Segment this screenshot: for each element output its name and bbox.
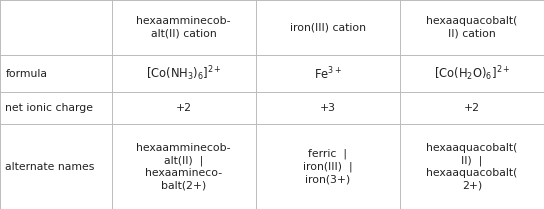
Text: alternate names: alternate names xyxy=(5,162,95,172)
Text: ferric  |
iron(III)  |
iron(3+): ferric | iron(III) | iron(3+) xyxy=(303,149,353,185)
Text: net ionic charge: net ionic charge xyxy=(5,103,94,113)
Text: +2: +2 xyxy=(176,103,191,113)
Text: hexaamminecob-
alt(II)  |
hexaamineco-
balt(2+): hexaamminecob- alt(II) | hexaamineco- ba… xyxy=(137,143,231,191)
Text: +2: +2 xyxy=(464,103,480,113)
Text: iron(III) cation: iron(III) cation xyxy=(290,23,366,33)
Text: [Co(H$_2$O)$_6$]$^{2+}$: [Co(H$_2$O)$_6$]$^{2+}$ xyxy=(434,64,510,83)
Text: hexaaquacobalt(
II)  |
hexaaquacobalt(
2+): hexaaquacobalt( II) | hexaaquacobalt( 2+… xyxy=(426,143,517,191)
Text: Fe$^{3+}$: Fe$^{3+}$ xyxy=(313,65,342,82)
Text: hexaaquacobalt(
II) cation: hexaaquacobalt( II) cation xyxy=(426,17,517,39)
Text: hexaamminecob-
alt(II) cation: hexaamminecob- alt(II) cation xyxy=(137,17,231,39)
Text: +3: +3 xyxy=(320,103,336,113)
Text: [Co(NH$_3$)$_6$]$^{2+}$: [Co(NH$_3$)$_6$]$^{2+}$ xyxy=(146,64,221,83)
Text: formula: formula xyxy=(5,69,47,79)
